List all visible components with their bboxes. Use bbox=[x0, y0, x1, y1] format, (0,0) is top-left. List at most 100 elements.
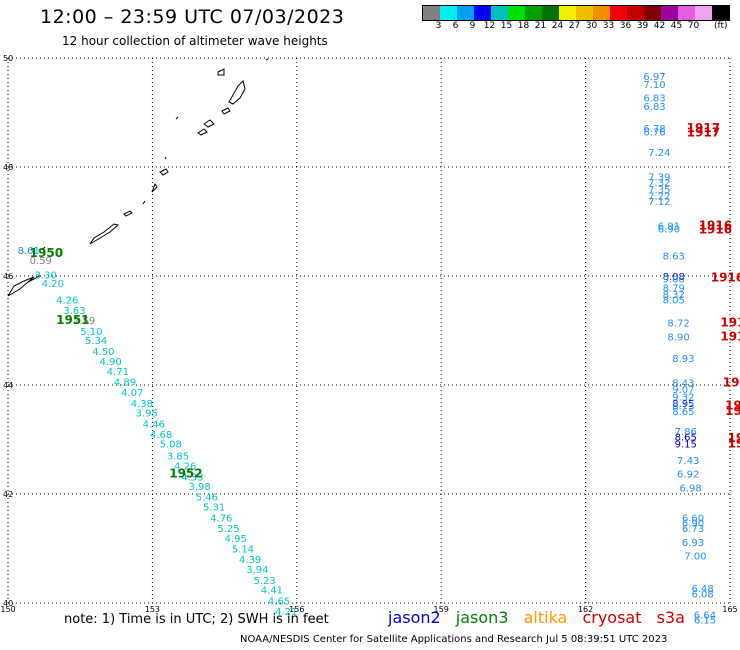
wave-height-value: 5.08 bbox=[160, 440, 182, 451]
wave-height-value: 6.97 bbox=[643, 72, 665, 83]
wave-height-value: 3.63 bbox=[63, 306, 85, 317]
satellite-legend: jason2 jason3 altika cryosat s3a bbox=[388, 608, 695, 627]
wave-height-value: 7.12 bbox=[648, 197, 670, 208]
wave-height-value: 4.26 bbox=[174, 461, 196, 472]
wave-height-value: 7.10 bbox=[643, 80, 665, 91]
wave-height-value: 7.39 bbox=[648, 173, 670, 184]
wave-height-value: 8.32 bbox=[663, 290, 685, 301]
wave-height-value: 4.26 bbox=[56, 295, 78, 306]
wave-height-value: 4.71 bbox=[107, 367, 129, 378]
pass-time-label: 191 bbox=[720, 316, 740, 330]
colorbar-label: 3 bbox=[435, 21, 442, 31]
wave-height-value: 6.92 bbox=[677, 470, 699, 481]
colorbar-cell bbox=[627, 6, 644, 20]
graticule: 150 153 156 159 162 165 50 48 46 44 42 40 bbox=[0, 54, 737, 614]
wave-height-value: 3.95 bbox=[136, 409, 158, 420]
map-title: 12:00 – 23:59 UTC 07/03/2023 bbox=[40, 6, 345, 28]
colorbar-label: 70 bbox=[687, 21, 700, 31]
wave-height-value: 6.90 bbox=[682, 519, 704, 530]
wave-height-value: 8.65 bbox=[675, 433, 697, 444]
lon-tick-label: 162 bbox=[578, 605, 593, 614]
wave-height-value: 9.08 bbox=[663, 275, 685, 286]
wave-height-value: 7.32 bbox=[648, 178, 670, 189]
pass-time-label: 19 bbox=[723, 376, 740, 390]
wave-height-value: 4.90 bbox=[99, 357, 121, 368]
pass-time-label: 1952 bbox=[169, 467, 202, 481]
wave-height-value: 5.25 bbox=[217, 524, 239, 535]
lat-tick-label: 44 bbox=[3, 381, 13, 390]
wave-height-value: 4.21 bbox=[275, 607, 297, 618]
colorbar-label: 15 bbox=[500, 21, 513, 31]
wave-height-value: 5.34 bbox=[85, 336, 107, 347]
wave-height-value: 4.50 bbox=[92, 347, 114, 358]
lon-tick-label: 153 bbox=[145, 605, 160, 614]
pass-time-label: 1917 bbox=[687, 125, 720, 139]
wave-height-value: 8.93 bbox=[672, 354, 694, 365]
colorbar-label: 18 bbox=[517, 21, 530, 31]
colorbar-cell bbox=[525, 6, 542, 20]
wave-height-value: 7.35 bbox=[648, 185, 670, 196]
wave-height-value: 6.93 bbox=[682, 538, 704, 549]
credit-line: NOAA/NESDIS Center for Satellite Applica… bbox=[240, 634, 668, 645]
colorbar-cell bbox=[474, 6, 491, 20]
colorbar-cell bbox=[542, 6, 559, 20]
wave-height-value: 8.73 bbox=[672, 402, 694, 413]
coastline bbox=[7, 58, 269, 297]
wave-height-value: 8.95 bbox=[672, 399, 694, 410]
wave-height-value: 7.24 bbox=[648, 148, 670, 159]
wave-height-value: 4.20 bbox=[42, 279, 64, 290]
colorbar-label: 33 bbox=[602, 21, 615, 31]
wave-height-value: 5.46 bbox=[196, 493, 218, 504]
colorbar-label: 45 bbox=[670, 21, 683, 31]
lat-tick-label: 46 bbox=[3, 272, 13, 281]
wave-height-value: 3.98 bbox=[189, 482, 211, 493]
wave-height-value: 8.43 bbox=[672, 379, 694, 390]
colorbar-label: 12 bbox=[483, 21, 496, 31]
legend-s3a: s3a bbox=[656, 608, 685, 627]
colorbar-cell bbox=[644, 6, 661, 20]
wave-height-value: 7.43 bbox=[677, 456, 699, 467]
footnote: note: 1) Time is in UTC; 2) SWH is in fe… bbox=[64, 612, 329, 627]
pass-time-label: 19 bbox=[725, 404, 740, 418]
wave-height-value: 2.59 bbox=[73, 316, 95, 327]
wave-height-value: 7.22 bbox=[648, 192, 670, 203]
wave-height-value: 4.76 bbox=[210, 513, 232, 524]
colorbar-label: 24 bbox=[551, 21, 564, 31]
lat-tick-label: 40 bbox=[3, 599, 13, 608]
colorbar-cell bbox=[423, 6, 440, 20]
wave-height-value: 8.63 bbox=[663, 252, 685, 263]
colorbar-cell bbox=[610, 6, 627, 20]
wave-height-value: 6.83 bbox=[643, 94, 665, 105]
pass-time-label: 19 bbox=[728, 437, 740, 451]
lon-tick-label: 156 bbox=[289, 605, 304, 614]
colorbar-cell bbox=[491, 6, 508, 20]
wave-height-value: 5.10 bbox=[80, 327, 102, 338]
wave-height-value: 8.90 bbox=[667, 332, 689, 343]
wave-height-value: 3.94 bbox=[246, 565, 268, 576]
wave-height-value: 6.64 bbox=[694, 610, 716, 621]
pass-time-label: 1950 bbox=[30, 246, 63, 260]
colorbar-cell bbox=[559, 6, 576, 20]
wave-height-value: 6.91 bbox=[658, 222, 680, 233]
wave-height-value: 6.60 bbox=[682, 513, 704, 524]
wave-height-value: 4.38 bbox=[131, 399, 153, 410]
pass-time-label: 19 bbox=[728, 431, 740, 445]
colorbar-cell bbox=[576, 6, 593, 20]
wave-height-value: 5.23 bbox=[253, 576, 275, 587]
lat-tick-label: 48 bbox=[3, 163, 13, 172]
colorbar-unit: (ft) bbox=[714, 21, 728, 31]
wave-height-value: 4.89 bbox=[114, 378, 136, 389]
wave-height-value: 6.48 bbox=[691, 584, 713, 595]
wave-height-value: 4.39 bbox=[239, 555, 261, 566]
colorbar-cell bbox=[457, 6, 474, 20]
wave-height-value: 6.78 bbox=[643, 124, 665, 135]
colorbar-cell bbox=[712, 6, 729, 20]
lon-tick-label: 159 bbox=[434, 605, 449, 614]
wave-height-value: 6.08 bbox=[691, 590, 713, 601]
wave-height-value: 8.72 bbox=[667, 319, 689, 330]
wave-height-value: 6.73 bbox=[682, 524, 704, 535]
wave-height-value: 7.00 bbox=[684, 551, 706, 562]
wave-height-value: 5.31 bbox=[203, 502, 225, 513]
pass-time-label: 1916 bbox=[699, 219, 732, 233]
